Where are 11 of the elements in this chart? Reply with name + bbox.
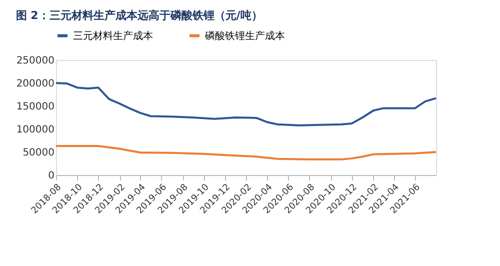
y-tick-label: 0 [48, 170, 54, 182]
legend-label: 三元材料生产成本 [73, 30, 153, 42]
y-tick-label: 150000 [16, 102, 54, 112]
legend-label: 磷酸铁锂生产成本 [204, 30, 285, 42]
line-series [55, 145, 437, 160]
line-series [55, 82, 437, 126]
y-tick-label: 250000 [16, 56, 54, 66]
y-tick-label: 200000 [16, 78, 54, 90]
y-tick-label: 50000 [22, 148, 54, 158]
chart-title: 图 2：三元材料生产成本远高于磷酸铁锂（元/吨） [16, 9, 262, 22]
y-tick-label: 100000 [16, 124, 54, 136]
